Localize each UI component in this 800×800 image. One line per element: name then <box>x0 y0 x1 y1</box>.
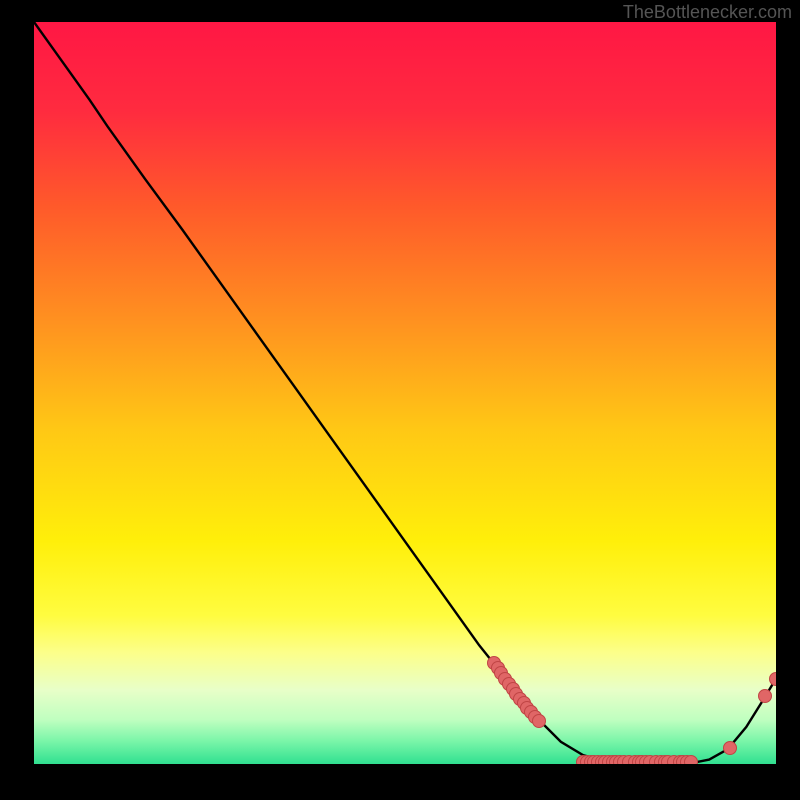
chart-marker <box>769 672 776 686</box>
chart-marker <box>723 741 737 755</box>
watermark-label: TheBottlenecker.com <box>623 2 792 23</box>
chart-marker <box>532 714 546 728</box>
chart-line <box>34 22 776 764</box>
chart-marker <box>758 689 772 703</box>
chart-marker <box>684 755 698 764</box>
bottleneck-chart <box>34 22 776 764</box>
